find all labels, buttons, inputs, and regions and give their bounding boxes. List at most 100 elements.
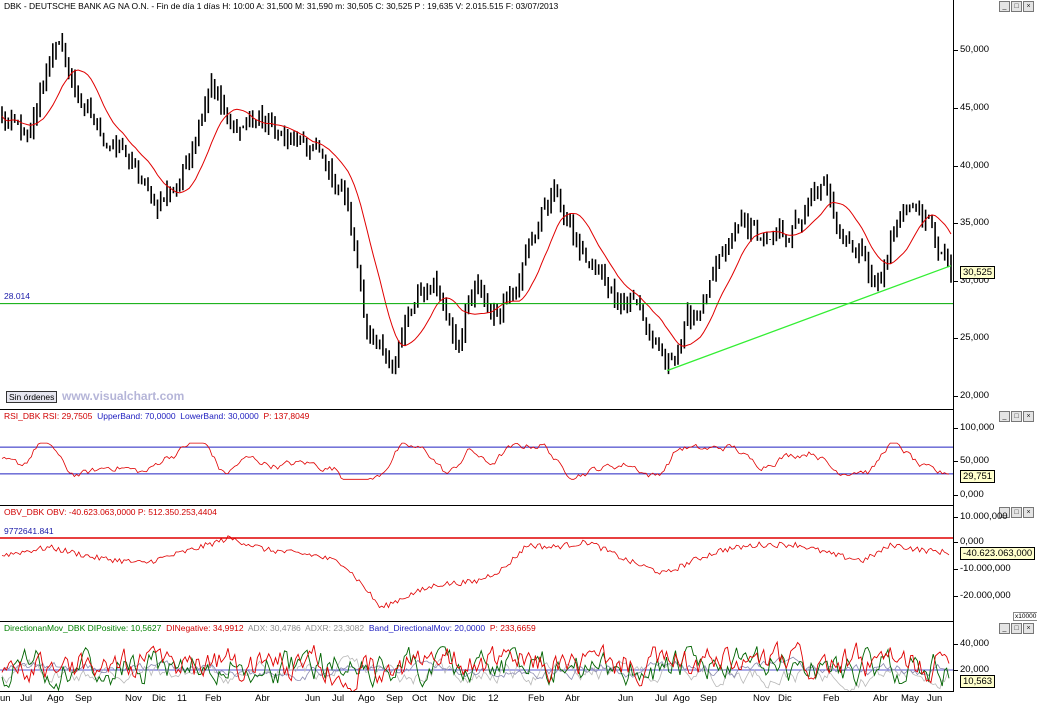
dm-header: DirectionanMov_DBK DIPositive: 10,5627 D… [4,623,536,633]
minimize-button[interactable]: _ [999,1,1010,12]
obv-scale-note: x10000 [1013,612,1037,621]
dm-minimize-button[interactable]: _ [999,623,1010,634]
di-positive-line [1,645,950,691]
price-panel: DBK - DEUTSCHE BANK AG NA O.N. - Fin de … [0,0,1037,410]
dm-tick: 20,000 [953,664,990,675]
rsi-header-lower: LowerBand: 30,0000 [180,411,259,421]
x-axis-label: 12 [488,693,499,704]
x-axis-label: Sep [75,693,92,704]
x-axis-label: Sep [700,693,717,704]
rsi-header-upper: UpperBand: 70,0000 [97,411,176,421]
x-axis-label: Jul [655,693,668,704]
rsi-last-value: 29,751 [960,470,996,483]
price-chart [0,33,953,375]
dm-header-adxr: ADXR: 23,3082 [305,623,365,633]
dm-header-din: DINegative: 34,9912 [166,623,244,633]
obv-header: OBV_DBK OBV: -40.623.063,0000 P: 512.350… [4,507,217,517]
x-axis-label: Ago [673,693,690,704]
x-axis-label: May [901,693,919,704]
maximize-button[interactable]: □ [1011,1,1022,12]
rsi-scale: _ □ × 100,000 50,000 0,000 29,751 [953,410,1037,506]
obv-chart [0,535,953,609]
obv-close-button[interactable]: × [1023,507,1034,518]
price-last-value: 30,525 [960,266,996,279]
x-axis-label: Ago [47,693,64,704]
dm-tick: 40,000 [953,638,990,649]
dm-chart [0,640,953,691]
adxr-line [1,655,950,691]
x-axis-label: Feb [528,693,545,704]
price-tick: 20,000 [953,390,990,401]
price-header: DBK - DEUTSCHE BANK AG NA O.N. - Fin de … [4,1,559,11]
obv-tick: 0,000 [954,536,984,547]
dm-close-button[interactable]: × [1023,623,1034,634]
rsi-maximize-button[interactable]: □ [1011,411,1022,422]
price-tick: 50,000 [953,44,990,55]
di-negative-line [1,640,950,691]
x-axis-label: Nov [438,693,455,704]
rsi-chart [0,442,953,480]
x-axis-label: Abr [255,693,270,704]
x-axis-label: Feb [205,693,222,704]
price-scale: _ □ × 50,000 45,000 40,000 35,000 30,000… [953,0,1037,410]
x-axis-label: Nov [753,693,770,704]
obv-line [1,535,950,609]
price-bars [1,33,952,375]
x-axis-label: Jul [332,693,345,704]
obv-tick: -10.000,000 [954,563,1011,574]
x-axis-label: un [0,693,11,704]
obv-panel: OBV_DBK OBV: -40.623.063,0000 P: 512.350… [0,506,1037,622]
adx-line [1,656,950,681]
sin-ordenes-button[interactable]: Sin órdenes [6,391,58,403]
obv-maximize-button[interactable]: □ [1011,507,1022,518]
rsi-line [1,442,950,480]
x-axis-label: Jun [927,693,943,704]
price-tick: 35,000 [953,217,990,228]
obv-last-value: -40.623.063,000 [960,547,1036,560]
dm-maximize-button[interactable]: □ [1011,623,1022,634]
dm-header-period: P: 233,6659 [489,623,536,633]
price-tick: 40,000 [953,160,990,171]
rsi-panel: RSI_DBK RSI: 29,7505 UpperBand: 70,0000 … [0,410,1037,506]
rsi-header: RSI_DBK RSI: 29,7505 UpperBand: 70,0000 … [4,411,309,421]
rsi-close-button[interactable]: × [1023,411,1034,422]
x-axis-label: Jul [20,693,33,704]
dm-header-dip: DirectionanMov_DBK DIPositive: 10,5627 [4,623,162,633]
rsi-tick: 0,000 [954,489,984,500]
x-axis-label: 11 [177,693,187,704]
obv-level-label: 9772641.841 [4,526,54,536]
x-axis-label: Ago [358,693,375,704]
obv-plot[interactable]: OBV_DBK OBV: -40.623.063,0000 P: 512.350… [0,506,954,622]
x-axis-label: Dic [462,693,476,704]
dm-panel: DirectionanMov_DBK DIPositive: 10,5627 D… [0,622,1037,692]
dm-header-adx: ADX: 30,4786 [247,623,301,633]
rsi-plot[interactable]: RSI_DBK RSI: 29,7505 UpperBand: 70,0000 … [0,410,954,506]
rsi-tick: 100,000 [953,422,995,433]
price-tick: 25,000 [953,332,990,343]
price-tick: 45,000 [953,102,990,113]
dm-plot[interactable]: DirectionanMov_DBK DIPositive: 10,5627 D… [0,622,954,692]
x-axis-label: Abr [565,693,580,704]
dm-header-band: Band_DirectionalMov: 20,0000 [368,623,486,633]
x-axis-label: Nov [125,693,142,704]
rsi-header-period: P: 137,8049 [263,411,310,421]
x-axis-label: Dic [152,693,166,704]
obv-scale: _ □ × 10.000,000 0,000 -10.000,000 -20.0… [954,506,1037,622]
dm-scale: _ □ × 40,000 20,000 10,563 [953,622,1037,692]
x-axis-label: Oct [412,693,427,704]
rsi-minimize-button[interactable]: _ [999,411,1010,422]
x-axis-label: Jun [305,693,321,704]
close-button[interactable]: × [1023,1,1034,12]
price-plot[interactable]: DBK - DEUTSCHE BANK AG NA O.N. - Fin de … [0,0,954,410]
obv-tick: -20.000,000 [954,590,1011,601]
x-axis-label: Abr [873,693,888,704]
x-axis-label: Sep [386,693,403,704]
rsi-tick: 50,000 [953,455,990,466]
watermark: www.visualchart.com [62,389,185,403]
dm-last-value: 10,563 [960,675,996,688]
obv-tick: 10.000,000 [954,511,1008,522]
obv-minimize-button[interactable]: _ [999,507,1010,518]
x-axis-label: Jun [618,693,634,704]
price-tick: 30,000 [953,275,990,286]
x-axis-label: Dic [778,693,792,704]
